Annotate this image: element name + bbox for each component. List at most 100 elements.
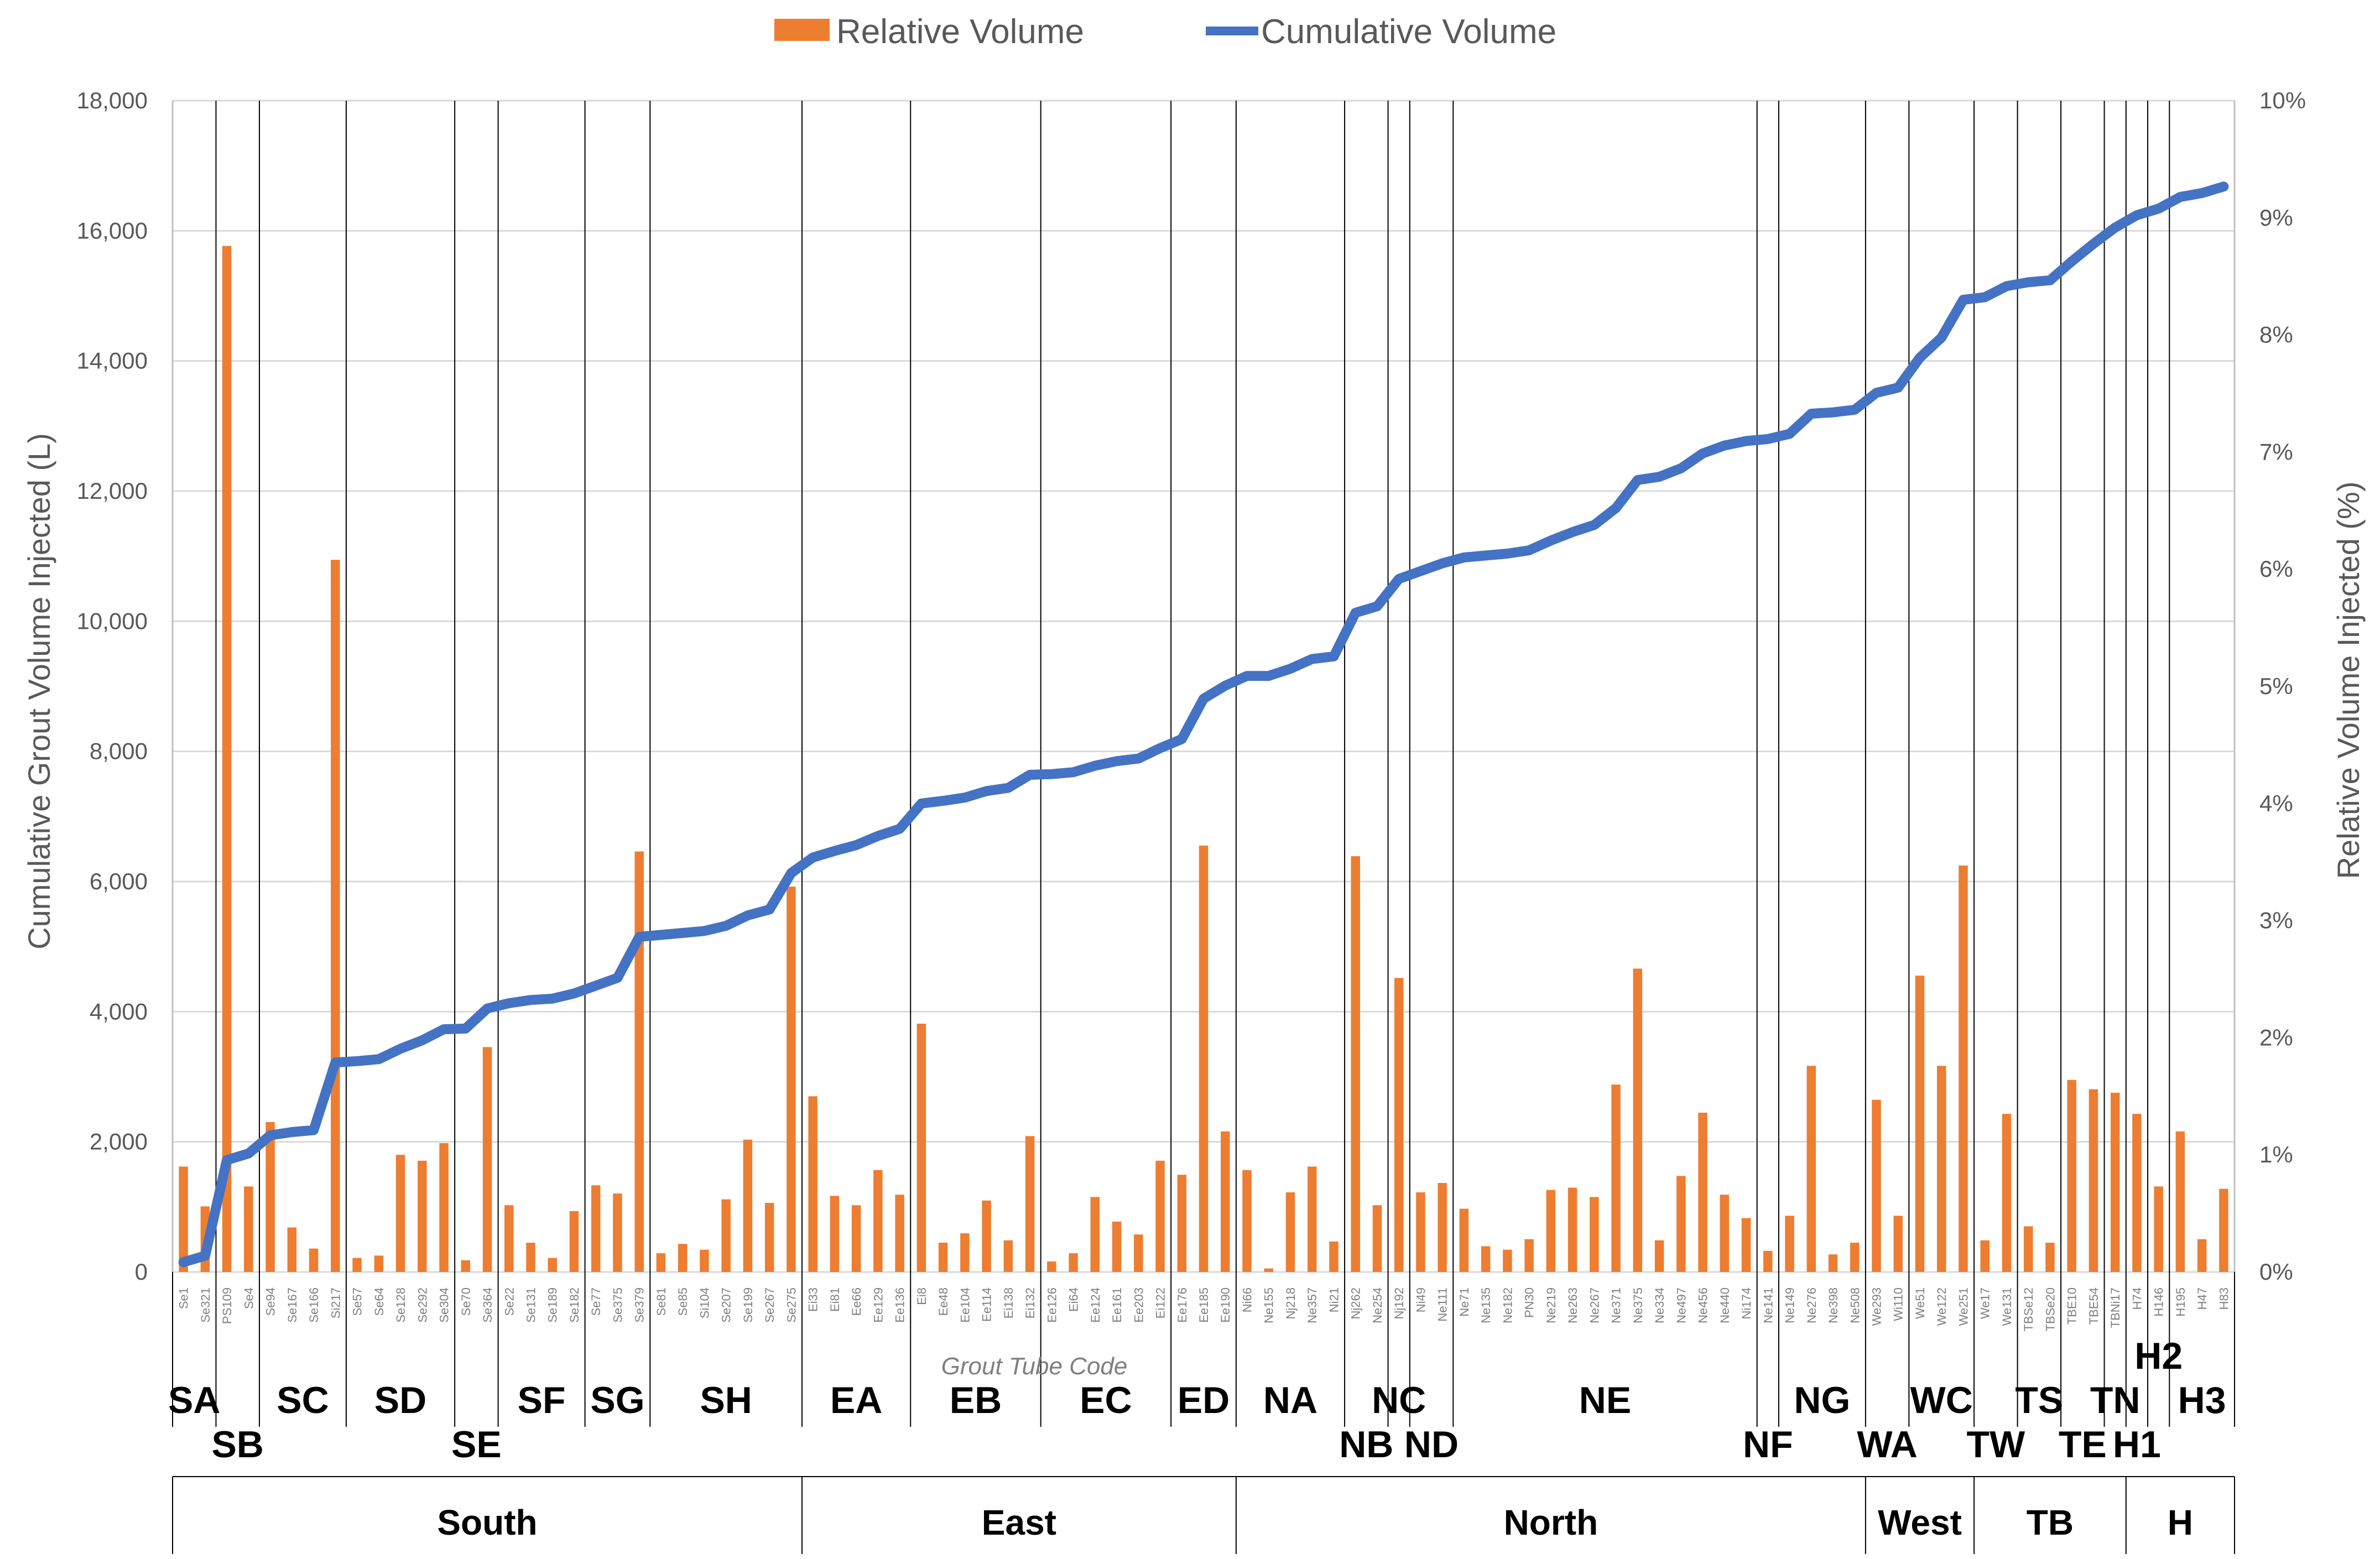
left-y-tick-label: 0 [135,1259,148,1285]
category-tick-label: Se94 [264,1287,278,1316]
category-tick-label: Ee124 [1089,1287,1102,1323]
group-label: SC [277,1379,329,1421]
category-tick-label: Ee126 [1045,1287,1059,1323]
legend-bar-swatch [774,19,830,41]
relative-volume-bar [1372,1205,1382,1272]
category-tick-label: Ee190 [1218,1287,1232,1323]
category-tick-label: Se57 [351,1287,364,1316]
category-tick-label: TBNi17 [2108,1287,2122,1328]
relative-volume-bar [222,246,232,1273]
relative-volume-bar [678,1244,688,1272]
group-label: TE [2059,1424,2107,1466]
relative-volume-bar [1567,1187,1577,1272]
category-tick-label: Si217 [329,1287,342,1318]
relative-volume-bar [461,1260,471,1272]
category-tick-label: Ne254 [1371,1287,1384,1323]
right-y-axis-title: Relative Volume Injected (%) [2331,481,2366,879]
group-label: TS [2015,1379,2063,1421]
group-label: EA [830,1379,882,1421]
category-tick-label: TBE10 [2065,1287,2079,1325]
group-label: TN [2090,1379,2141,1421]
relative-volume-bar [548,1258,557,1272]
category-tick-label: Ei33 [806,1287,820,1312]
relative-volume-bar [1112,1221,1122,1272]
category-tick-label: Ee48 [936,1287,950,1316]
relative-volume-bar [1720,1195,1730,1272]
cumulative-volume-series-line [178,181,2229,1268]
category-tick-label: Se70 [459,1287,473,1316]
relative-volume-bar [721,1199,731,1272]
category-tick-label: Ne149 [1783,1287,1797,1323]
category-tick-label: Ei138 [1002,1287,1015,1318]
relative-volume-bar [1893,1216,1903,1272]
category-tick-label: Ne263 [1566,1287,1580,1323]
category-tick-label: Ne497 [1674,1287,1688,1323]
category-tick-label: We131 [2000,1287,2014,1326]
category-tick-label: Se379 [633,1287,647,1323]
group-label: H1 [2113,1424,2161,1466]
category-tick-label: Se85 [676,1287,690,1316]
category-tick-label: Se81 [654,1287,668,1316]
group-label: WC [1910,1379,1973,1421]
category-tick-label: We251 [1957,1287,1971,1326]
right-y-tick-label: 1% [2259,1141,2293,1167]
left-y-tick-label: 6,000 [90,868,148,894]
relative-volume-bar [1698,1112,1707,1272]
relative-volume-bar [1221,1131,1230,1272]
right-y-tick-label: 3% [2259,908,2293,934]
relative-volume-bar [895,1195,904,1272]
relative-volume-bar [1351,856,1360,1272]
relative-volume-bar [1242,1170,1252,1272]
group-label: NG [1794,1379,1850,1421]
group-label: SH [700,1379,752,1421]
category-tick-label: Ei64 [1067,1287,1081,1312]
left-y-axis: 0 2,000 4,000 6,000 8,000 10,000 12,000 14,000 1… [77,87,174,1285]
relative-volume-bar [2197,1239,2207,1272]
category-tick-label: We51 [1913,1287,1927,1319]
relative-volume-bar [1676,1176,1686,1272]
category-tick-label: TBE54 [2087,1287,2101,1325]
left-y-tick-label: 16,000 [77,217,148,243]
category-tick-label: Ne440 [1718,1287,1732,1323]
group-label: SD [374,1379,426,1421]
relative-volume-bar [2219,1188,2228,1272]
relative-volume-bar [1503,1249,1512,1272]
group-label: NC [1372,1379,1426,1421]
category-tick-label: Se267 [763,1287,777,1323]
category-tick-label: Ne508 [1848,1287,1862,1323]
category-tick-label: Ne141 [1761,1287,1775,1323]
category-tick-label: Ee104 [958,1287,972,1323]
category-tick-label: Ne219 [1544,1287,1558,1323]
category-tick-label: Ni21 [1327,1287,1341,1312]
category-tick-label: We293 [1870,1287,1884,1326]
group-label: ND [1404,1424,1459,1466]
region-label: East [982,1503,1056,1542]
category-tick-label: Se64 [372,1287,386,1316]
relative-volume-bar [1524,1239,1534,1272]
category-tick-label: Ei132 [1023,1287,1037,1318]
category-tick-label: TBSe20 [2043,1287,2057,1332]
relative-volume-bar [1199,846,1209,1272]
relative-volume-bar [2067,1080,2076,1272]
relative-volume-bar [873,1170,883,1272]
relative-volume-bar [591,1185,601,1272]
category-tick-label: Ne182 [1501,1287,1514,1323]
relative-volume-bar [1915,976,1925,1272]
category-tick-label: H74 [2130,1287,2144,1310]
relative-volume-bar [1546,1190,1556,1272]
category-tick-label: H195 [2174,1287,2188,1317]
category-tick-label: Se22 [502,1287,516,1316]
relative-volume-bar [1959,865,1968,1272]
category-tick-label: We122 [1935,1287,1949,1326]
category-tick-label: Ne375 [1631,1287,1645,1323]
category-tick-label: Se131 [524,1287,538,1323]
category-tick-label: Se364 [481,1287,494,1323]
relative-volume-bar [1329,1241,1339,1272]
relative-volume-bar [482,1047,492,1272]
relative-volume-bar [1069,1253,1078,1272]
category-tick-label: Ne155 [1262,1287,1276,1323]
relative-volume-bar [656,1253,666,1272]
category-tick-label: Nj192 [1392,1287,1406,1319]
relative-volume-bar [1590,1197,1599,1272]
